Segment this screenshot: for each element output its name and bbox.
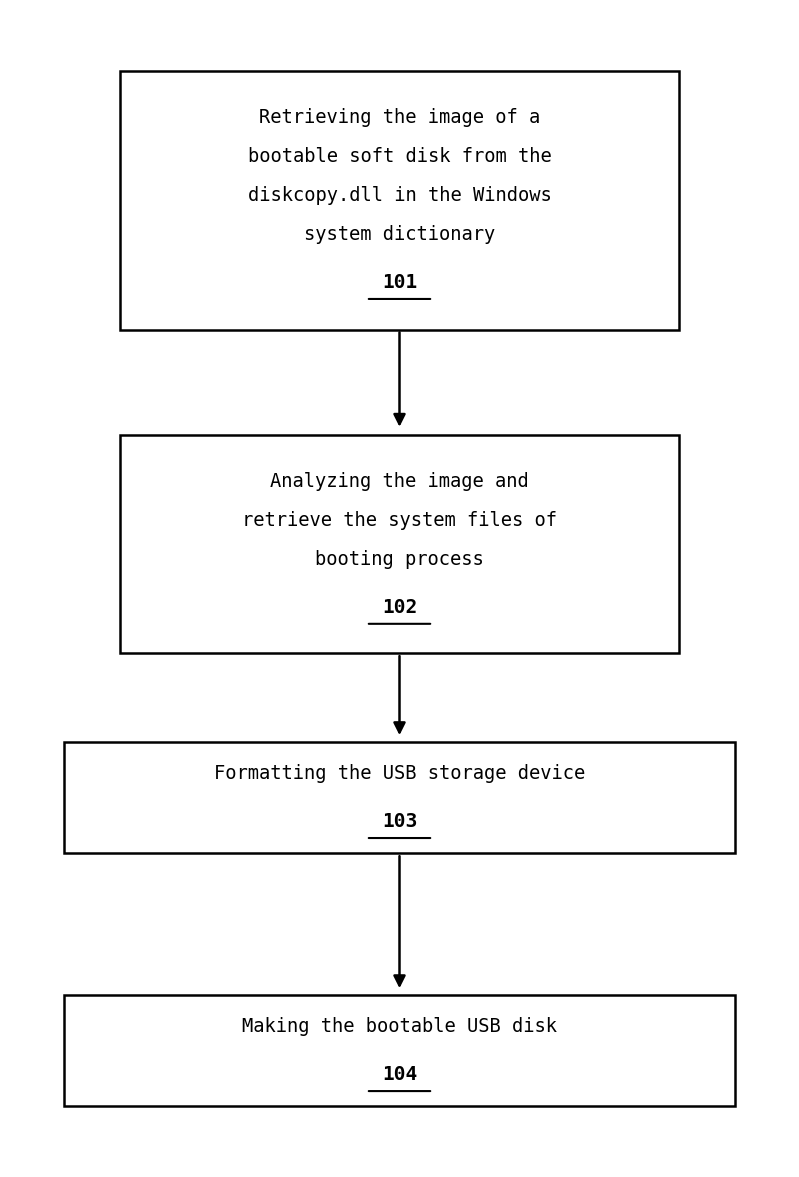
Text: 102: 102 [382, 598, 417, 617]
Text: 101: 101 [382, 273, 417, 292]
Text: Retrieving the image of a: Retrieving the image of a [259, 108, 540, 127]
Text: Formatting the USB storage device: Formatting the USB storage device [214, 764, 585, 783]
Text: retrieve the system files of: retrieve the system files of [242, 511, 557, 530]
FancyBboxPatch shape [120, 71, 679, 330]
Text: 103: 103 [382, 812, 417, 831]
Text: system dictionary: system dictionary [304, 225, 495, 244]
Text: bootable soft disk from the: bootable soft disk from the [248, 147, 551, 166]
Text: diskcopy.dll in the Windows: diskcopy.dll in the Windows [248, 186, 551, 205]
Text: booting process: booting process [315, 550, 484, 568]
Text: 104: 104 [382, 1065, 417, 1084]
FancyBboxPatch shape [120, 435, 679, 653]
FancyBboxPatch shape [64, 742, 735, 853]
Text: Analyzing the image and: Analyzing the image and [270, 472, 529, 491]
FancyBboxPatch shape [64, 995, 735, 1106]
Text: Making the bootable USB disk: Making the bootable USB disk [242, 1017, 557, 1036]
